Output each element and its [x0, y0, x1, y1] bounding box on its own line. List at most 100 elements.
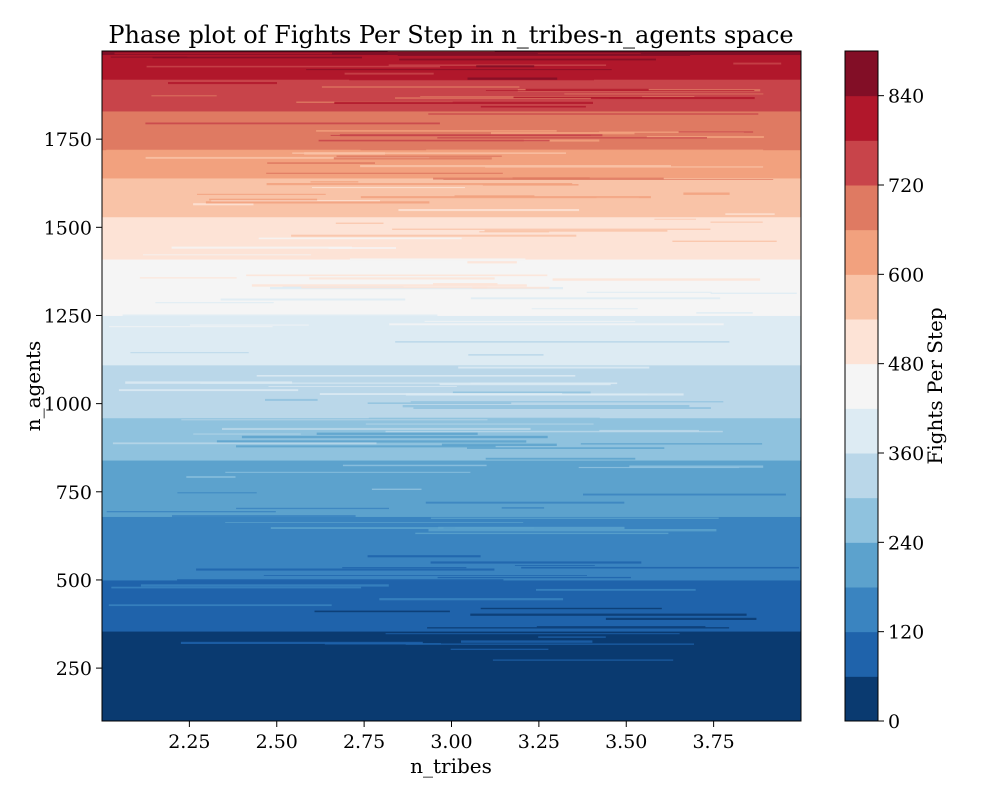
- chart-title: Phase plot of Fights Per Step in n_tribe…: [108, 21, 793, 49]
- colorbar-swatch-780: [845, 95, 878, 141]
- colorbar-swatch-0: [845, 676, 878, 722]
- contour-streak: [339, 134, 603, 137]
- contour-streak: [265, 398, 318, 401]
- contour-streak: [410, 401, 724, 403]
- colorbar-swatch-180: [845, 542, 878, 588]
- contour-streak: [189, 324, 309, 326]
- contour-streak: [441, 443, 557, 446]
- contour-streak: [197, 193, 326, 195]
- contour-streak: [106, 149, 361, 151]
- y-tick-label: 1750: [44, 129, 92, 151]
- contour-streak: [437, 137, 707, 139]
- contour-streak: [334, 101, 593, 104]
- contour-streak: [415, 532, 669, 535]
- contour-streak: [196, 568, 495, 571]
- contour-streak: [220, 298, 406, 301]
- contour-streak: [599, 429, 699, 432]
- contour-streak: [236, 445, 496, 448]
- contour-streak: [485, 457, 636, 460]
- contour-streak: [360, 165, 671, 168]
- x-tick-label: 2.25: [168, 731, 210, 753]
- contour-streak: [114, 52, 332, 55]
- contour-streak: [301, 286, 488, 289]
- contour-streak: [145, 156, 430, 159]
- contour-streak: [564, 93, 764, 95]
- contour-streak: [318, 139, 550, 142]
- contour-streak: [427, 627, 730, 629]
- contour-streak: [152, 56, 362, 59]
- contour-streak: [335, 222, 384, 224]
- x-tick-label: 3.75: [692, 731, 734, 753]
- contour-streak: [455, 527, 535, 529]
- contour-streak: [710, 292, 797, 294]
- contour-streak: [186, 476, 236, 478]
- x-axis-ticks: 2.25 2.50 2.75 3.00 3.25 3.50 3.75: [168, 721, 735, 753]
- contour-streak: [112, 442, 377, 445]
- y-axis-label: n_agents: [21, 341, 45, 432]
- contour-streak: [395, 341, 730, 343]
- contour-streak: [365, 423, 594, 425]
- colorbar-swatch-300: [845, 453, 878, 499]
- contour-streak: [367, 555, 481, 558]
- contour-streak: [316, 432, 478, 435]
- contour-streak: [367, 402, 512, 404]
- contour-streak: [328, 247, 396, 249]
- contour-streak: [605, 617, 757, 620]
- contour-streak: [333, 157, 492, 160]
- contour-streak: [480, 105, 586, 108]
- contour-streak: [537, 52, 641, 54]
- contour-streak: [180, 641, 423, 644]
- contour-streak: [211, 200, 380, 202]
- contour-streak: [193, 203, 254, 206]
- contour-streak: [536, 588, 696, 591]
- colorbar-tick-label: 720: [888, 175, 924, 197]
- contour-streak: [424, 320, 636, 322]
- contour-streak: [379, 598, 564, 601]
- contour-streak: [470, 382, 618, 385]
- contour-streak: [397, 55, 691, 56]
- contour-streak: [256, 375, 576, 377]
- contour-streak: [458, 366, 650, 369]
- contour-streak: [336, 155, 502, 157]
- contour-streak: [314, 610, 450, 613]
- contour-streak: [110, 56, 188, 58]
- contour-streak: [480, 607, 662, 610]
- contour-streak: [654, 218, 696, 220]
- y-tick-label: 1250: [44, 305, 92, 327]
- colorbar-label: Fights Per Step: [923, 307, 947, 464]
- contour-streak: [310, 181, 359, 183]
- contour-streak: [491, 132, 635, 135]
- colorbar-tick-label: 840: [888, 86, 924, 108]
- y-tick-label: 750: [56, 482, 92, 504]
- colorbar-swatch-660: [845, 185, 878, 231]
- contour-streak: [368, 417, 600, 419]
- contour-streak: [385, 633, 680, 635]
- contour-streak: [246, 274, 548, 277]
- contour-streak: [266, 183, 573, 186]
- contour-streak: [205, 201, 430, 204]
- contour-streak: [484, 229, 668, 232]
- contour-streak: [225, 471, 471, 473]
- contour-bands: [102, 51, 801, 721]
- contour-streak: [292, 152, 566, 154]
- contour-streak: [171, 246, 352, 249]
- contour-streak: [342, 567, 467, 569]
- contour-streak: [402, 405, 690, 408]
- contour-streak: [430, 561, 642, 564]
- contour-streak: [437, 576, 631, 579]
- contour-streak: [125, 381, 293, 384]
- contour-streak: [241, 435, 548, 439]
- contour-streak: [523, 139, 600, 142]
- contour-streak: [479, 231, 550, 233]
- contour-streak: [531, 308, 638, 310]
- contour-streak: [590, 97, 755, 100]
- contour-streak: [428, 529, 717, 532]
- colorbar-swatch-240: [845, 497, 878, 543]
- contour-streak: [236, 507, 389, 510]
- y-tick-label: 250: [56, 658, 92, 680]
- colorbar-swatch-540: [845, 274, 878, 320]
- contour-streak: [145, 122, 440, 125]
- contour-streak: [678, 131, 754, 133]
- contour-streak: [108, 604, 332, 607]
